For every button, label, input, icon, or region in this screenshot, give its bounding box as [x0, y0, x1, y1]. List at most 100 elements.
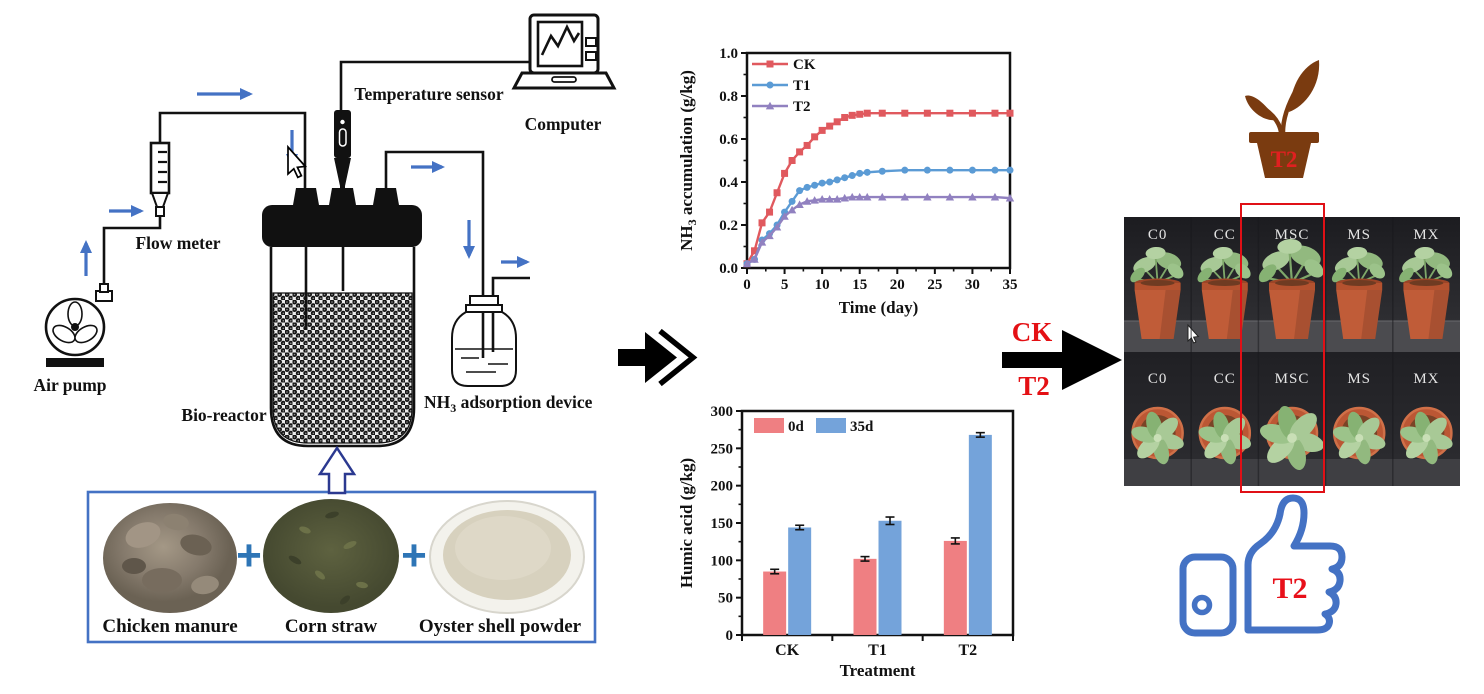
x-tick-label: 20 [890, 277, 905, 293]
legend-label: T2 [793, 99, 811, 115]
x-axis-label: Treatment [840, 661, 916, 680]
plant-side-view-C0 [1130, 246, 1184, 339]
x-tick-label: 30 [965, 277, 980, 293]
photo-label-bottom-MSC: MSC [1275, 371, 1310, 387]
y-tick-label: 300 [711, 404, 734, 420]
y-tick-label: 150 [711, 516, 734, 532]
nh3-accumulation-chart: 0 5 10 15 20 25 30 35 0.0 0.2 0.4 0.6 0.8 1.0 CK T1 T2 Ti… [676, 18, 1021, 328]
y-tick-label: 0.6 [719, 132, 738, 148]
plus-icon: + [236, 531, 262, 580]
photo-label-top-CC: CC [1214, 227, 1236, 243]
potted-plant-icon: T2 [1245, 60, 1320, 178]
comparison-arrow: CK T2 [1002, 317, 1122, 401]
flow-meter-icon [149, 141, 171, 217]
y-tick-label: 100 [711, 553, 734, 569]
comparison-label-ck: CK [1012, 317, 1053, 347]
photo-label-top-C0: C0 [1148, 227, 1168, 243]
computer-icon [511, 13, 617, 90]
legend-entry-CK: CK [752, 57, 816, 73]
plant-top-view-CC [1198, 406, 1252, 465]
adsorption-bottle-icon [451, 295, 517, 387]
y-tick-label: 250 [711, 441, 734, 457]
temperature-sensor-label: Temperature sensor [354, 84, 503, 104]
photo-label-bottom-MX: MX [1413, 371, 1439, 387]
bio-reactor-icon [262, 188, 422, 448]
photo-label-top-MS: MS [1347, 227, 1371, 243]
plant-side-view-MSC [1258, 239, 1324, 339]
bar [943, 540, 967, 635]
oyster-shell-powder-label: Oyster shell powder [419, 616, 582, 637]
series-CK [743, 109, 1014, 268]
plant-photo-grid-svg: C0 CC MSC MS MX C0 CC MSC MS MX [1124, 217, 1460, 486]
x-tick-label: 5 [781, 277, 789, 293]
plant-side-view-CC [1197, 246, 1251, 339]
y-tick-label: 200 [711, 479, 734, 495]
plant-photo-grid: C0 CC MSC MS MX C0 CC MSC MS MX [1124, 217, 1460, 486]
bar-series-35d [788, 431, 992, 635]
legend-label: 0d [788, 419, 805, 435]
y-tick-label: 50 [718, 591, 733, 607]
series-T2 [742, 192, 1015, 268]
x-tick-label: 25 [927, 277, 942, 293]
air-pump-label: Air pump [33, 375, 106, 395]
bar-series-0d [763, 537, 967, 635]
plant-top-view-MSC [1260, 406, 1324, 470]
plant-top-view-C0 [1131, 406, 1184, 465]
bar [878, 520, 902, 635]
fast-forward-arrow-icon [618, 328, 698, 387]
y-tick-label: 0.0 [719, 261, 738, 277]
x-axis-label: Time (day) [839, 298, 919, 317]
bio-reactor-label: Bio-reactor [181, 405, 266, 425]
x-tick-label: 35 [1003, 277, 1018, 293]
oyster-shell-powder-photo [429, 500, 585, 614]
humic-acid-chart: 0 50 100 150 200 250 300 CK T1 T2 0d 35d Treatment Hu… [676, 386, 1021, 694]
arrow-shaft [1002, 352, 1062, 368]
chicken-manure-photo [103, 503, 237, 613]
legend-entry-T1: T1 [752, 78, 811, 94]
category-label: T2 [958, 642, 977, 659]
computer-label: Computer [525, 114, 602, 134]
pot-icon-label: T2 [1271, 147, 1298, 172]
msc-highlight-box [1240, 203, 1325, 493]
nh3-line-chart-svg: 0 5 10 15 20 25 30 35 0.0 0.2 0.4 0.6 0.8 1.0 CK T1 T2 Ti… [677, 46, 1018, 317]
legend-label: T1 [793, 78, 811, 94]
bar [788, 527, 812, 635]
photo-label-bottom-MS: MS [1347, 371, 1371, 387]
thumbs-up-label: T2 [1272, 572, 1307, 605]
flow-meter-label: Flow meter [135, 233, 220, 253]
y-tick-label: 0 [726, 628, 734, 644]
plant-side-view-MS [1331, 246, 1386, 339]
corn-straw-photo [263, 499, 399, 613]
chicken-manure-label: Chicken manure [102, 616, 237, 637]
photo-label-bottom-C0: C0 [1148, 371, 1168, 387]
y-axis-label: NH3 accumulation (g/kg) [677, 70, 699, 251]
flow-arrow-icons [80, 88, 530, 276]
bar [968, 434, 992, 635]
y-tick-label: 0.8 [719, 89, 738, 105]
y-tick-label: 0.2 [719, 218, 738, 234]
humic-acid-bar-chart-svg: 0 50 100 150 200 250 300 CK T1 T2 0d 35d Treatment Hu… [677, 404, 1015, 680]
comparison-label-t2: T2 [1018, 371, 1050, 401]
photo-label-top-MSC: MSC [1275, 227, 1310, 243]
x-tick-label: 15 [852, 277, 867, 293]
y-tick-label: 1.0 [719, 46, 738, 62]
legend-entry-35d: 35d [816, 418, 874, 435]
mouse-cursor[interactable] [287, 144, 308, 179]
apparatus-diagram: Air pump Flow meter Temperature sensor [33, 13, 617, 644]
photo-label-bottom-CC: CC [1214, 371, 1236, 387]
category-label: CK [775, 642, 800, 659]
corn-straw-label: Corn straw [285, 616, 378, 637]
photo-label-top-MX: MX [1413, 227, 1439, 243]
y-axis-label: Humic acid (g/kg) [677, 458, 696, 588]
legend-label: CK [793, 57, 816, 73]
bar [853, 558, 877, 635]
legend-entry-T2: T2 [752, 99, 811, 115]
category-label: T1 [868, 642, 887, 659]
plant-side-view-MX [1399, 246, 1453, 339]
x-tick-label: 0 [743, 277, 751, 293]
plant-top-view-MS [1332, 406, 1386, 465]
feed-arrow-icon [317, 445, 357, 495]
thumbs-up-icon: T2 [1179, 494, 1346, 637]
bar [763, 571, 787, 635]
